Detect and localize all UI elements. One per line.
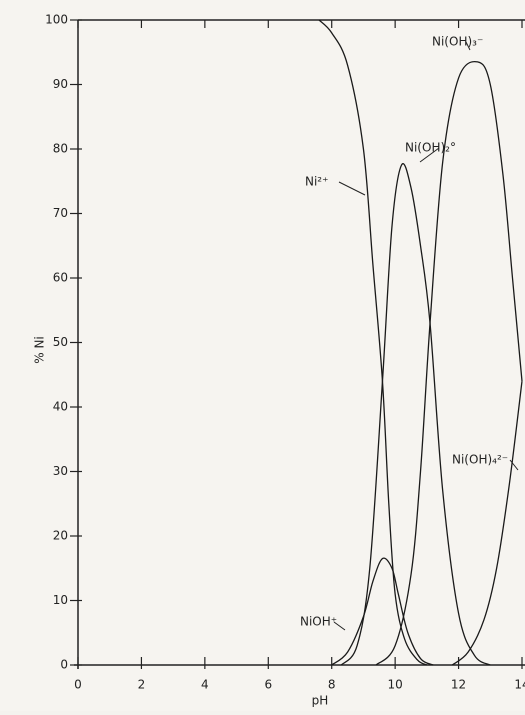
x-tick-label: 2 xyxy=(138,678,146,692)
y-tick-label: 60 xyxy=(53,271,68,285)
x-tick-label: 4 xyxy=(201,678,209,692)
y-tick-label: 100 xyxy=(45,13,68,27)
y-tick-label: 80 xyxy=(53,142,68,156)
chart: pH % Ni 0 10 20 30 40 50 60 70 80 90 100 0 2 4 6 8 10 12 1… xyxy=(0,0,525,711)
species-label: Ni(OH)₂° xyxy=(405,141,456,155)
species-label: Ni(OH)₃⁻ xyxy=(432,35,483,49)
y-tick-label: 70 xyxy=(53,206,68,220)
y-axis-label: % Ni xyxy=(33,336,47,364)
y-tick-label: 0 xyxy=(60,658,68,672)
species-label: Ni(OH)₄²⁻ xyxy=(452,453,508,467)
x-tick-label: 8 xyxy=(328,678,336,692)
y-tick-label: 40 xyxy=(53,400,68,414)
y-tick-label: 50 xyxy=(53,335,68,349)
y-tick-label: 30 xyxy=(53,464,68,478)
species-label: Ni²⁺ xyxy=(305,175,328,189)
species-label: NiOH⁺ xyxy=(300,615,337,629)
x-tick-label: 10 xyxy=(388,678,403,692)
x-tick-label: 0 xyxy=(74,678,82,692)
x-tick-label: 6 xyxy=(264,678,272,692)
y-tick-label: 90 xyxy=(53,77,68,91)
x-tick-label: 14 xyxy=(514,678,525,692)
y-tick-label: 10 xyxy=(53,593,68,607)
x-axis-label: pH xyxy=(312,694,329,708)
x-tick-label: 12 xyxy=(451,678,466,692)
y-tick-label: 20 xyxy=(53,529,68,543)
